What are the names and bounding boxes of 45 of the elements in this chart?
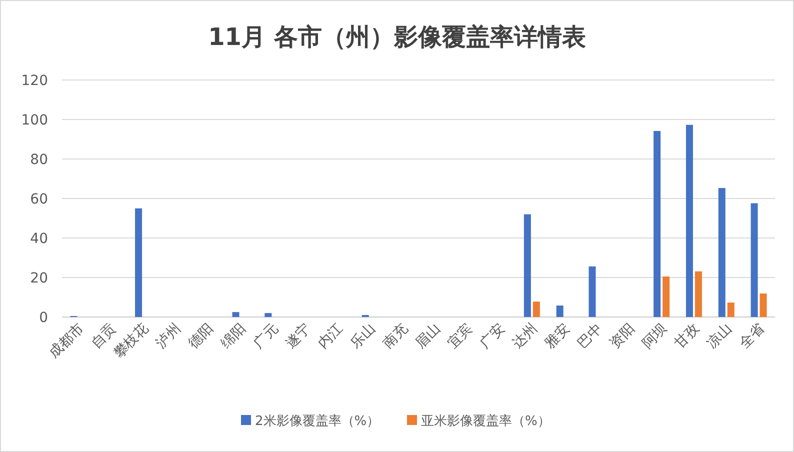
x-tick-label: 绵阳 [218, 320, 250, 352]
x-tick-label: 达州 [510, 320, 541, 352]
x-tick-label: 资阳 [606, 320, 638, 352]
x-tick-label: 凉山 [704, 320, 736, 352]
y-tick-label: 80 [30, 152, 48, 168]
legend-label: 2米影像覆盖率（%） [255, 413, 380, 429]
bar [654, 130, 661, 317]
x-tick-label: 南充 [380, 320, 412, 352]
bar [694, 271, 702, 317]
x-tick-label: 阿坝 [639, 320, 670, 352]
x-tick-label: 宜宾 [444, 320, 476, 352]
x-tick-label: 全省 [736, 320, 768, 352]
y-tick-label: 120 [21, 73, 48, 89]
x-tick-label: 甘孜 [672, 320, 703, 352]
bar [718, 188, 726, 317]
x-tick-label: 眉山 [412, 320, 444, 352]
chart-title: 11月 各市（州）影像覆盖率详情表 [208, 23, 586, 51]
x-tick-label: 遂宁 [282, 320, 314, 352]
bar [556, 306, 564, 317]
y-tick-label: 0 [39, 310, 48, 326]
bar [588, 266, 596, 317]
bar [760, 293, 767, 317]
bar [727, 302, 734, 317]
y-tick-label: 60 [30, 192, 48, 208]
bar [524, 214, 531, 317]
x-tick-label: 雅安 [542, 320, 574, 352]
bar [532, 302, 540, 317]
x-tick-label: 巴中 [574, 320, 606, 352]
legend-label: 亚米影像覆盖率（%） [421, 413, 550, 429]
x-tick-label: 泸州 [153, 320, 184, 352]
x-tick-label: 广安 [477, 320, 508, 352]
bar [135, 208, 142, 317]
x-tick-label: 乐山 [348, 320, 379, 352]
x-tick-label: 广元 [250, 320, 282, 352]
bar [662, 276, 670, 317]
bar [264, 313, 272, 317]
x-tick-label: 内江 [315, 320, 346, 352]
y-tick-label: 40 [30, 231, 48, 247]
x-tick-label: 成都市 [46, 320, 88, 362]
y-tick-label: 20 [30, 270, 48, 286]
y-tick-label: 100 [21, 112, 48, 128]
x-tick-label: 德阳 [186, 320, 217, 352]
bar [686, 124, 693, 317]
bar [232, 312, 240, 317]
bar [750, 203, 758, 317]
